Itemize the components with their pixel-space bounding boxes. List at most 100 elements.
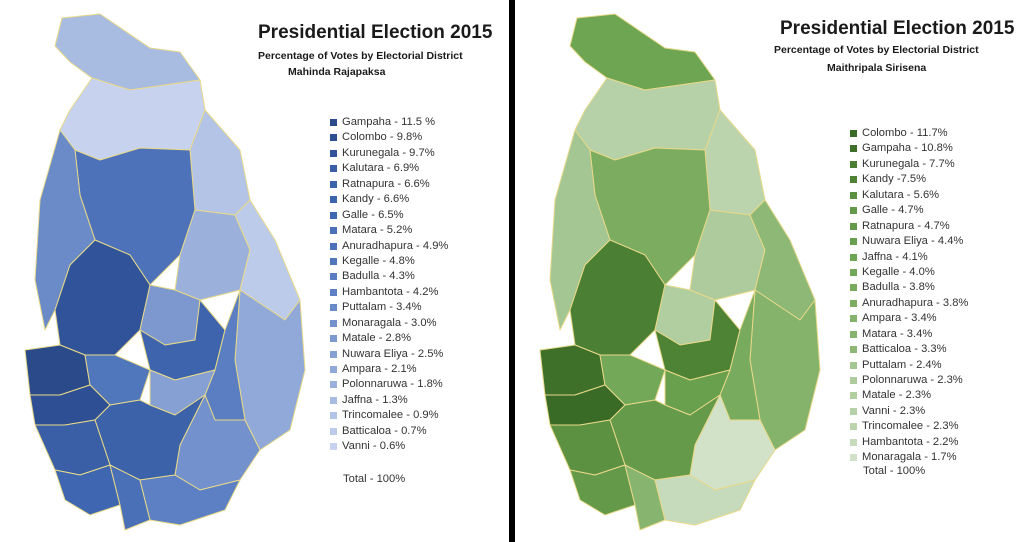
legend-value: - 11.5 % — [394, 116, 436, 128]
legend-district: Nuwara Eliya — [342, 347, 408, 360]
legend-value: - 4.7% — [917, 219, 950, 232]
legend-swatch — [330, 381, 337, 389]
legend-value: - 2.4% — [909, 358, 942, 371]
legend-value: - 2.3% — [898, 389, 932, 402]
legend-district: Trincomalee — [862, 420, 924, 433]
candidate-name: Maithripala Sirisena — [827, 62, 927, 74]
legend-swatch — [330, 165, 337, 173]
legend-value: - 1.3% — [375, 393, 408, 406]
legend-value: - 4.2% — [406, 285, 439, 298]
legend-value: - 11.7% — [909, 127, 948, 139]
legend-swatch — [850, 330, 857, 338]
legend-district: Batticaloa — [862, 343, 912, 356]
legend-swatch — [330, 304, 337, 312]
legend-value: - 9.7% — [402, 146, 435, 159]
map-subtitle: Percentage of Votes by Electorial Distri… — [774, 44, 979, 56]
legend-item: Nuwara Eliya - 2.5% — [330, 347, 448, 362]
legend-value: - 3.8% — [936, 296, 969, 309]
legend-value: - 10.8% — [914, 142, 953, 155]
legend-item: Kalutara - 5.6% — [850, 188, 968, 203]
legend-district: Polonnaruwa — [862, 374, 928, 386]
legend-district: Hambantota — [862, 435, 923, 448]
legend-item: Batticaloa - 0.7% — [330, 424, 448, 439]
map-panel-rajapaksa: Presidential Election 2015 Percentage of… — [0, 0, 509, 542]
district-jaffna — [54, 13, 201, 91]
legend-swatch — [850, 207, 857, 215]
district-hambantota — [139, 474, 241, 526]
legend-total: Total - 100% — [343, 473, 406, 485]
legend-swatch — [850, 423, 857, 431]
legend-value: -7.5% — [896, 173, 927, 186]
legend-swatch — [850, 315, 857, 323]
legend-item: Galle - 6.5% — [330, 208, 448, 223]
legend-district: Ratnapura — [862, 219, 915, 232]
legend-item: Matale - 2.3% — [850, 388, 968, 403]
legend-swatch — [850, 346, 857, 354]
legend-swatch — [850, 145, 857, 153]
legend-district: Kurunegala — [342, 146, 400, 159]
legend-swatch — [330, 427, 337, 435]
legend-value: - 1.7% — [924, 451, 957, 464]
legend-swatch — [330, 149, 337, 157]
legend-item: Matara - 5.2% — [330, 223, 448, 238]
legend-item: Badulla - 4.3% — [330, 269, 448, 284]
legend-item: Jaffna - 4.1% — [850, 250, 968, 265]
district-hambantota — [654, 474, 756, 526]
legend-item: Gampaha - 10.8% — [850, 141, 968, 156]
legend-value: - 3.4% — [899, 327, 933, 340]
legend-item: Hambantota - 4.2% — [330, 285, 448, 300]
legend-swatch — [850, 222, 857, 230]
legend-item: Ampara - 3.4% — [850, 311, 968, 326]
legend-value: - 2.3% — [892, 404, 926, 417]
legend-swatch — [850, 407, 857, 415]
legend-item: Kurunegala - 9.7% — [330, 146, 448, 161]
legend-district: Matale — [862, 389, 896, 402]
legend-swatch — [330, 134, 337, 142]
legend-value: - 2.5% — [411, 347, 444, 360]
legend-swatch — [850, 160, 857, 168]
district-trincomalee — [704, 109, 766, 216]
legend-district: Kegalle — [342, 254, 380, 267]
legend-district: Kegalle — [862, 265, 900, 278]
legend-district: Vanni — [862, 404, 890, 417]
legend-value: - 0.6% — [372, 440, 406, 453]
legend-value: - 5.6% — [906, 188, 940, 201]
district-galle — [54, 464, 121, 516]
legend-item: Galle - 4.7% — [850, 203, 968, 218]
legend-district: Nuwara Eliya — [862, 235, 928, 248]
legend-district: Jaffna — [862, 250, 893, 263]
legend-item: Matara - 3.4% — [850, 327, 968, 342]
map-panel-sirisena: Presidential Election 2015 Percentage of… — [515, 0, 1024, 542]
legend-district: Monaragala — [342, 316, 402, 329]
district-map-sirisena — [539, 13, 821, 531]
legend-district: Kalutara — [862, 188, 904, 201]
legend-item: Jaffna - 1.3% — [330, 393, 448, 408]
legend-item: Colombo - 9.8% — [330, 130, 448, 145]
legend-swatch — [850, 176, 857, 184]
legend-district: Gampaha — [862, 142, 912, 155]
legend-item: Monaragala - 1.7% — [850, 450, 968, 465]
legend-value: - 4.3% — [382, 270, 415, 283]
legend-value: - 2.8% — [378, 332, 412, 345]
legend-item: Hambantota - 2.2% — [850, 435, 968, 450]
legend-value: - 3.8% — [902, 281, 935, 294]
legend-swatch — [850, 392, 857, 400]
legend-district: Puttalam — [342, 301, 387, 314]
legend-district: Hambantota — [342, 285, 403, 298]
legend-value: - 3.3% — [914, 343, 947, 356]
district-vanni — [574, 77, 721, 161]
legend-district: Vanni — [342, 440, 370, 453]
legend-swatch — [330, 396, 337, 404]
legend-item: Badulla - 3.8% — [850, 280, 968, 295]
legend-district: Kurunegala — [862, 157, 920, 170]
legend-item: Gampaha - 11.5 % — [330, 115, 448, 130]
legend-item: Polonnaruwa - 2.3% — [850, 373, 968, 388]
legend-item: Monaragala - 3.0% — [330, 316, 448, 331]
legend-item: Puttalam - 2.4% — [850, 358, 968, 373]
legend-swatch — [850, 130, 857, 137]
legend-district: Jaffna — [342, 393, 373, 406]
legend-item: Kegalle - 4.8% — [330, 254, 448, 269]
legend-swatch — [330, 335, 337, 343]
legend-district: Anuradhapura — [862, 296, 933, 309]
legend-item: Trincomalee - 0.9% — [330, 408, 448, 423]
